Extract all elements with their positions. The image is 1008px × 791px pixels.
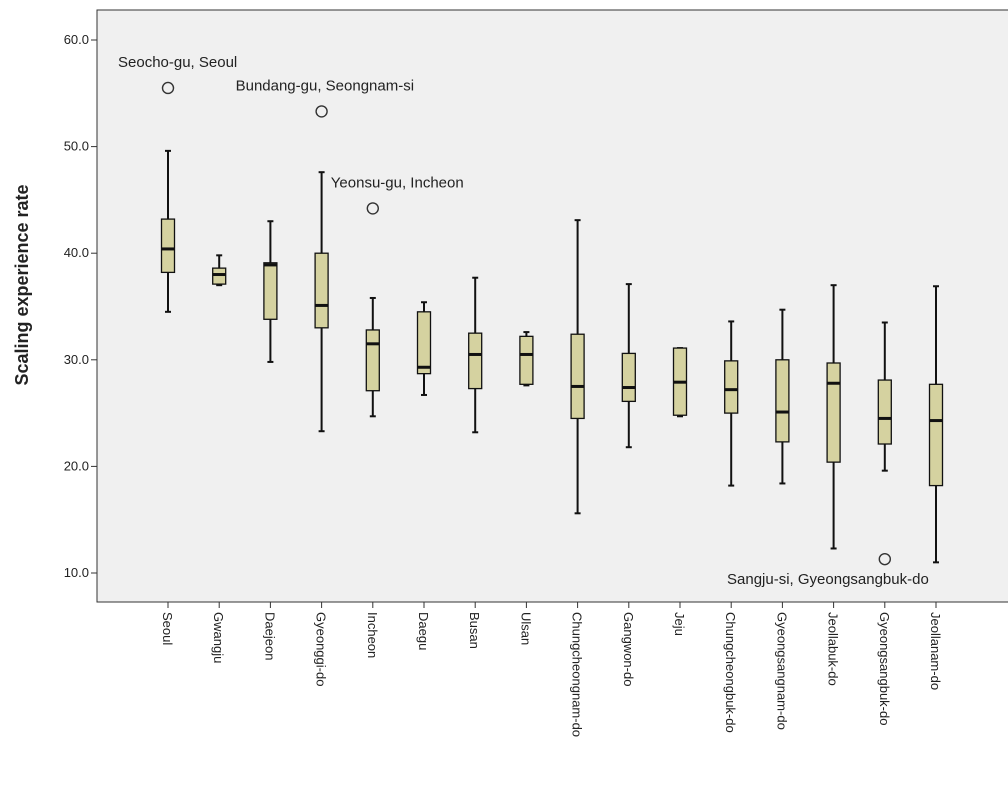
box-seoul <box>160 149 176 313</box>
box-jeollanam-do <box>928 285 944 564</box>
outlier-point <box>315 105 328 118</box>
box-busan <box>468 276 483 434</box>
iqr-box <box>468 332 483 390</box>
box-gangwon-do <box>621 283 636 449</box>
outlier-point <box>161 81 175 95</box>
outlier-label: Seocho-gu, Seoul <box>118 54 237 71</box>
x-tick-label: Busan <box>467 612 482 649</box>
x-tick-label: Daejeon <box>262 612 277 660</box>
outlier-point <box>878 552 891 566</box>
outlier-series: Seocho-gu, Seoul Bundang-gu, Seongnam-si Y… <box>118 54 929 588</box>
x-axis: Seoul Gwangju Daejeon Gyeonggi-do Incheon Dae… <box>160 602 943 737</box>
iqr-box <box>212 267 227 285</box>
iqr-box <box>775 359 790 443</box>
iqr-box <box>621 352 636 403</box>
x-tick-label: Chungcheongbuk-do <box>723 612 738 733</box>
y-tick-label: 10.0 <box>64 565 89 580</box>
y-tick-label: 40.0 <box>64 245 89 260</box>
y-tick-label: 60.0 <box>64 32 89 47</box>
box-gyeongsangnam-do <box>775 308 790 485</box>
outlier-point <box>366 202 379 215</box>
x-tick-label: Ulsan <box>518 612 533 645</box>
iqr-box <box>877 379 892 445</box>
outlier-label: Yeonsu-gu, Incheon <box>331 174 464 191</box>
plot-area <box>96 9 1008 603</box>
box-series <box>160 149 944 564</box>
box-ulsan <box>519 331 534 387</box>
iqr-box <box>724 360 739 414</box>
x-tick-label: Daegu <box>416 612 431 650</box>
box-gyeonggi-do <box>314 171 329 433</box>
box-daegu <box>416 301 432 396</box>
box-daejeon <box>263 220 278 363</box>
x-tick-label: Gyeongsangbuk-do <box>877 612 892 725</box>
box-gwangju <box>212 254 227 287</box>
iqr-box <box>519 335 534 385</box>
box-incheon <box>365 296 380 418</box>
iqr-box <box>826 362 841 463</box>
iqr-box <box>160 218 176 274</box>
x-tick-label: Chungcheongnam-do <box>570 612 585 737</box>
y-axis: 10.0 20.0 30.0 40.0 50.0 60.0 <box>64 32 97 580</box>
box-chungcheongnam-do <box>570 219 585 515</box>
iqr-box <box>928 383 944 487</box>
x-tick-label: Jeollabuk-do <box>826 612 841 686</box>
iqr-box <box>365 329 380 392</box>
outlier-label: Sangju-si, Gyeongsangbuk-do <box>727 571 929 588</box>
x-tick-label: Seoul <box>160 612 175 645</box>
x-tick-label: Jeollanam-do <box>928 612 943 690</box>
x-tick-label: Jeju <box>672 612 687 636</box>
x-tick-label: Incheon <box>365 612 380 658</box>
x-tick-label: Gyeonggi-do <box>314 612 329 686</box>
iqr-box <box>314 252 329 329</box>
outlier-label: Bundang-gu, Seongnam-si <box>236 77 414 94</box>
x-tick-label: Gangwon-do <box>621 612 636 686</box>
y-tick-label: 50.0 <box>64 139 89 154</box>
box-jeju <box>672 347 688 418</box>
y-axis-title: Scaling experience rate <box>12 184 32 385</box>
iqr-box <box>416 311 432 375</box>
box-gyeongsangbuk-do <box>877 321 892 472</box>
iqr-box <box>263 262 278 320</box>
box-jeollabuk-do <box>826 284 841 550</box>
iqr-box <box>570 333 585 420</box>
box-chungcheongbuk-do <box>724 320 739 487</box>
y-tick-label: 20.0 <box>64 458 89 473</box>
y-tick-label: 30.0 <box>64 352 89 367</box>
x-tick-label: Gwangju <box>211 612 226 663</box>
x-tick-label: Gyeongsangnam-do <box>774 612 789 730</box>
